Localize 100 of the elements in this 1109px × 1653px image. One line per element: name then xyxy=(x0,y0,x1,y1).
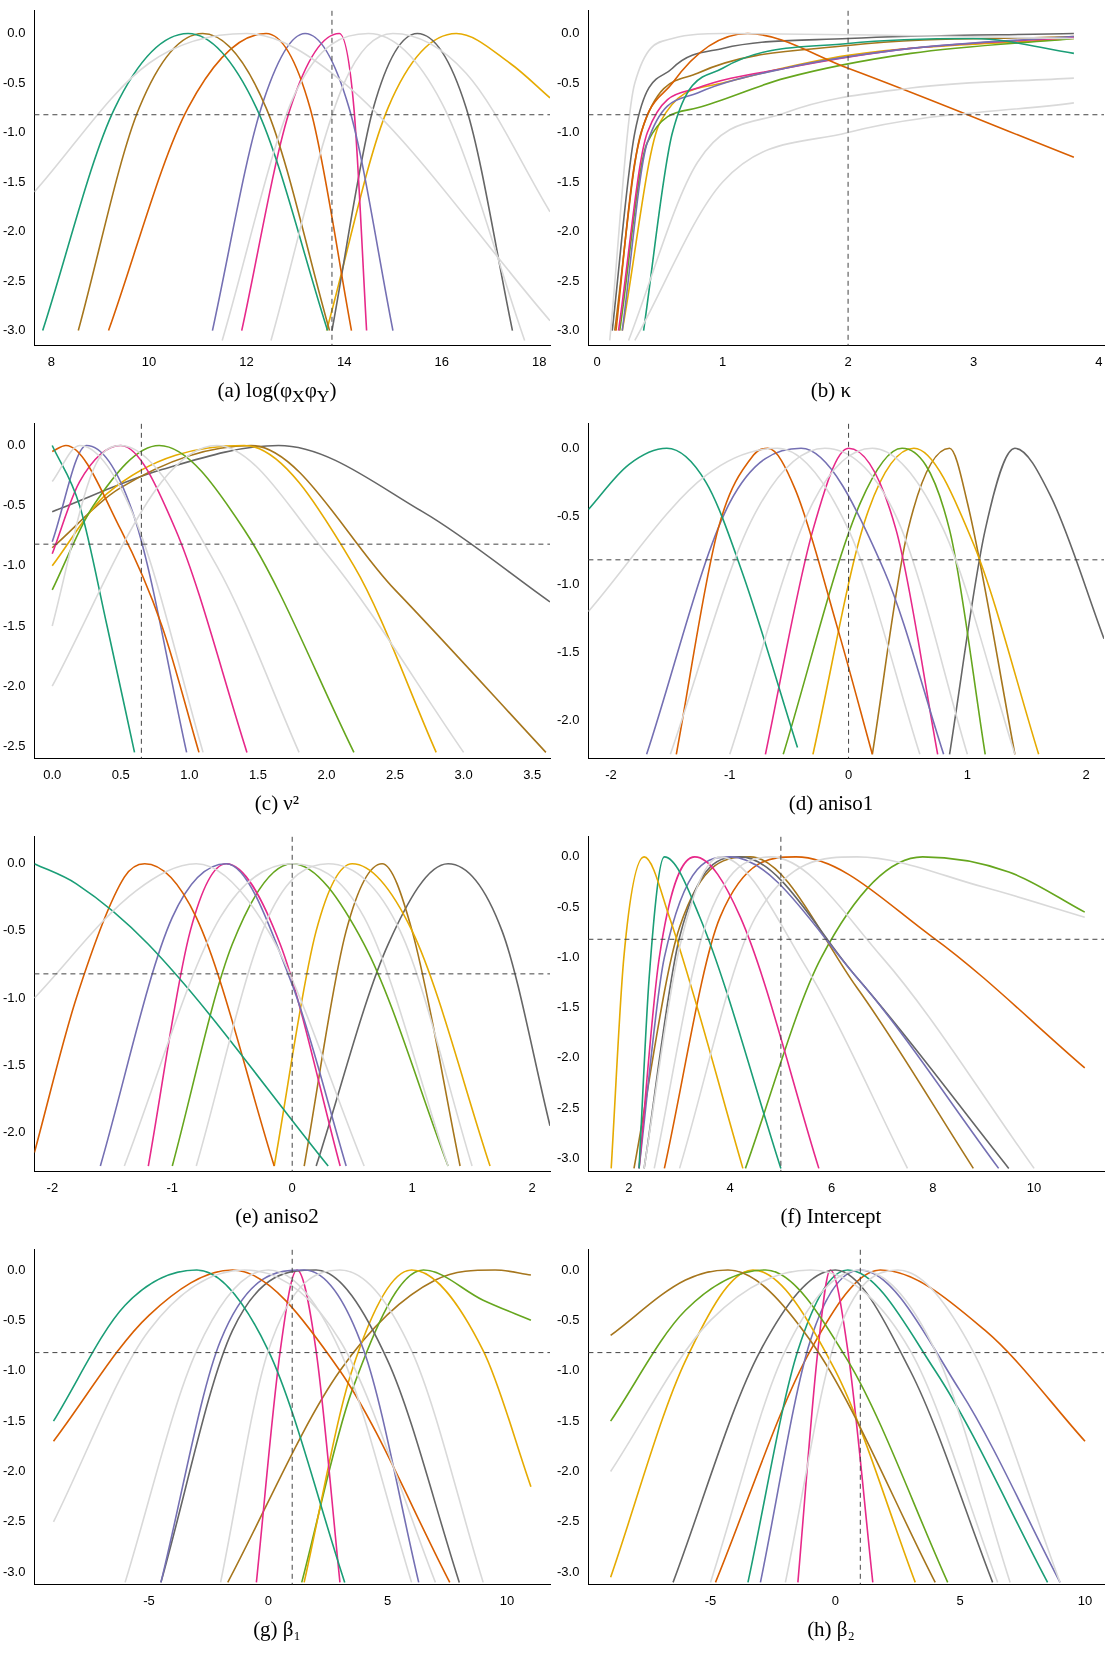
x-tick-label: 2 xyxy=(1082,766,1090,782)
y-tick-label: -0.5 xyxy=(2,497,26,513)
x-tick-label: 5 xyxy=(956,1592,964,1608)
y-tick-label: -2.5 xyxy=(556,1099,580,1115)
x-tick-label: 10 xyxy=(499,1592,515,1608)
y-tick-label: -1.0 xyxy=(2,1362,26,1378)
y-tick-label: -1.5 xyxy=(2,1412,26,1428)
y-tick-label: -2.0 xyxy=(556,1463,580,1479)
x-tick-label: 0.5 xyxy=(111,766,130,782)
y-tick-label: -2.0 xyxy=(556,711,580,727)
x-tick-label: 0 xyxy=(593,353,601,369)
y-tick-label: -1.5 xyxy=(556,643,580,659)
x-tick-label: 18 xyxy=(532,353,547,369)
x-tick-label: 1 xyxy=(963,766,971,782)
y-tick-label: 0.0 xyxy=(7,1261,26,1277)
x-tick-label: -1 xyxy=(723,766,736,782)
x-tick-label: 1 xyxy=(719,353,727,369)
x-tick-label: 6 xyxy=(827,1179,836,1195)
y-tick-label: -1.0 xyxy=(2,557,26,573)
x-tick-label: 3 xyxy=(969,353,978,369)
x-tick-label: 4 xyxy=(726,1179,734,1195)
y-tick-label: -1.5 xyxy=(556,999,580,1015)
y-tick-label: -3.0 xyxy=(556,322,580,338)
y-tick-label: -1.5 xyxy=(556,173,580,189)
y-tick-label: 0.0 xyxy=(7,437,26,453)
y-tick-label: 0.0 xyxy=(561,848,580,864)
y-tick-label: -2.0 xyxy=(556,1049,580,1065)
y-tick-label: -2.5 xyxy=(2,272,26,288)
y-tick-label: -1.5 xyxy=(556,1412,580,1428)
y-tick-label: -2.0 xyxy=(2,677,26,693)
y-tick-label: -1.0 xyxy=(556,575,580,591)
x-tick-label: 10 xyxy=(141,353,157,369)
y-tick-label: -1.5 xyxy=(2,173,26,189)
y-tick-label: 0.0 xyxy=(561,1261,580,1277)
x-tick-label: -2 xyxy=(605,766,617,782)
x-tick-label: 8 xyxy=(929,1179,937,1195)
y-tick-label: -2.5 xyxy=(556,1513,580,1529)
y-tick-label: -0.5 xyxy=(556,507,580,523)
y-tick-label: -1.0 xyxy=(2,124,26,140)
y-tick-label: 0.0 xyxy=(561,439,580,455)
x-tick-label: 0 xyxy=(264,1592,272,1608)
x-axis-title: (a) log(φ$_{X}$φ$_{Y}$) xyxy=(216,377,338,409)
x-tick-label: 10 xyxy=(1077,1592,1093,1608)
x-tick-label: 5 xyxy=(384,1592,392,1608)
y-tick-label: -0.5 xyxy=(2,74,26,90)
y-tick-label: -0.5 xyxy=(556,898,580,914)
y-tick-label: -0.5 xyxy=(556,1311,580,1327)
y-tick-label: -3.0 xyxy=(2,322,26,338)
y-tick-label: -2.5 xyxy=(556,272,580,288)
x-tick-label: 2 xyxy=(528,1179,536,1195)
x-tick-label: 0.0 xyxy=(43,766,62,782)
x-tick-label: 3.5 xyxy=(523,766,542,782)
x-tick-label: 1 xyxy=(408,1179,416,1195)
x-tick-label: 14 xyxy=(336,353,352,369)
x-tick-label: 2 xyxy=(844,353,852,369)
x-tick-label: 10 xyxy=(1026,1179,1042,1195)
y-tick-label: -1.5 xyxy=(2,617,26,633)
x-tick-label: -1 xyxy=(166,1179,179,1195)
y-tick-label: -2.0 xyxy=(2,223,26,239)
y-tick-label: -0.5 xyxy=(2,922,26,938)
x-axis-title: (g) β₁ xyxy=(252,1616,302,1643)
y-tick-label: -0.5 xyxy=(2,1311,26,1327)
x-tick-label: 2 xyxy=(625,1179,633,1195)
y-tick-label: 0.0 xyxy=(7,855,26,871)
y-tick-label: -1.0 xyxy=(2,989,26,1005)
y-tick-label: -2.5 xyxy=(2,737,26,753)
x-tick-label: 0 xyxy=(288,1179,296,1195)
x-axis-title: (f) Intercept xyxy=(779,1203,883,1230)
x-axis-title: (h) β₂ xyxy=(806,1616,856,1643)
x-tick-label: 16 xyxy=(434,353,449,369)
x-tick-label: 1.5 xyxy=(248,766,267,782)
x-tick-label: -5 xyxy=(143,1592,155,1608)
y-tick-label: -2.0 xyxy=(2,1463,26,1479)
x-tick-label: 1.0 xyxy=(180,766,199,782)
y-tick-label: -2.5 xyxy=(2,1513,26,1529)
x-tick-label: 4 xyxy=(1095,353,1103,369)
x-tick-label: -5 xyxy=(704,1592,717,1608)
x-axis-title: (b) κ xyxy=(809,377,853,404)
y-tick-label: -2.0 xyxy=(556,223,580,239)
y-tick-label: -3.0 xyxy=(556,1149,580,1165)
y-tick-label: -1.0 xyxy=(556,124,580,140)
x-tick-label: 2.0 xyxy=(317,766,336,782)
x-axis-title: (e) aniso2 xyxy=(234,1203,320,1230)
y-tick-label: -3.0 xyxy=(2,1563,26,1579)
y-tick-label: 0.0 xyxy=(7,25,26,41)
y-tick-label: 0.0 xyxy=(561,25,580,41)
y-tick-label: -1.5 xyxy=(2,1056,26,1072)
y-tick-label: -3.0 xyxy=(556,1563,580,1579)
x-tick-label: 0 xyxy=(844,766,853,782)
x-axis-title: (d) aniso1 xyxy=(787,790,875,817)
x-tick-label: 0 xyxy=(831,1592,839,1608)
x-tick-label: 2.5 xyxy=(386,766,405,782)
x-tick-label: 8 xyxy=(47,353,56,369)
x-tick-label: -2 xyxy=(46,1179,59,1195)
y-tick-label: -1.0 xyxy=(556,1362,580,1378)
x-tick-label: 12 xyxy=(239,353,254,369)
x-tick-label: 3.0 xyxy=(454,766,473,782)
y-tick-label: -0.5 xyxy=(556,74,580,90)
y-tick-label: -2.0 xyxy=(2,1124,26,1140)
x-axis-title: (c) ν² xyxy=(253,790,301,817)
